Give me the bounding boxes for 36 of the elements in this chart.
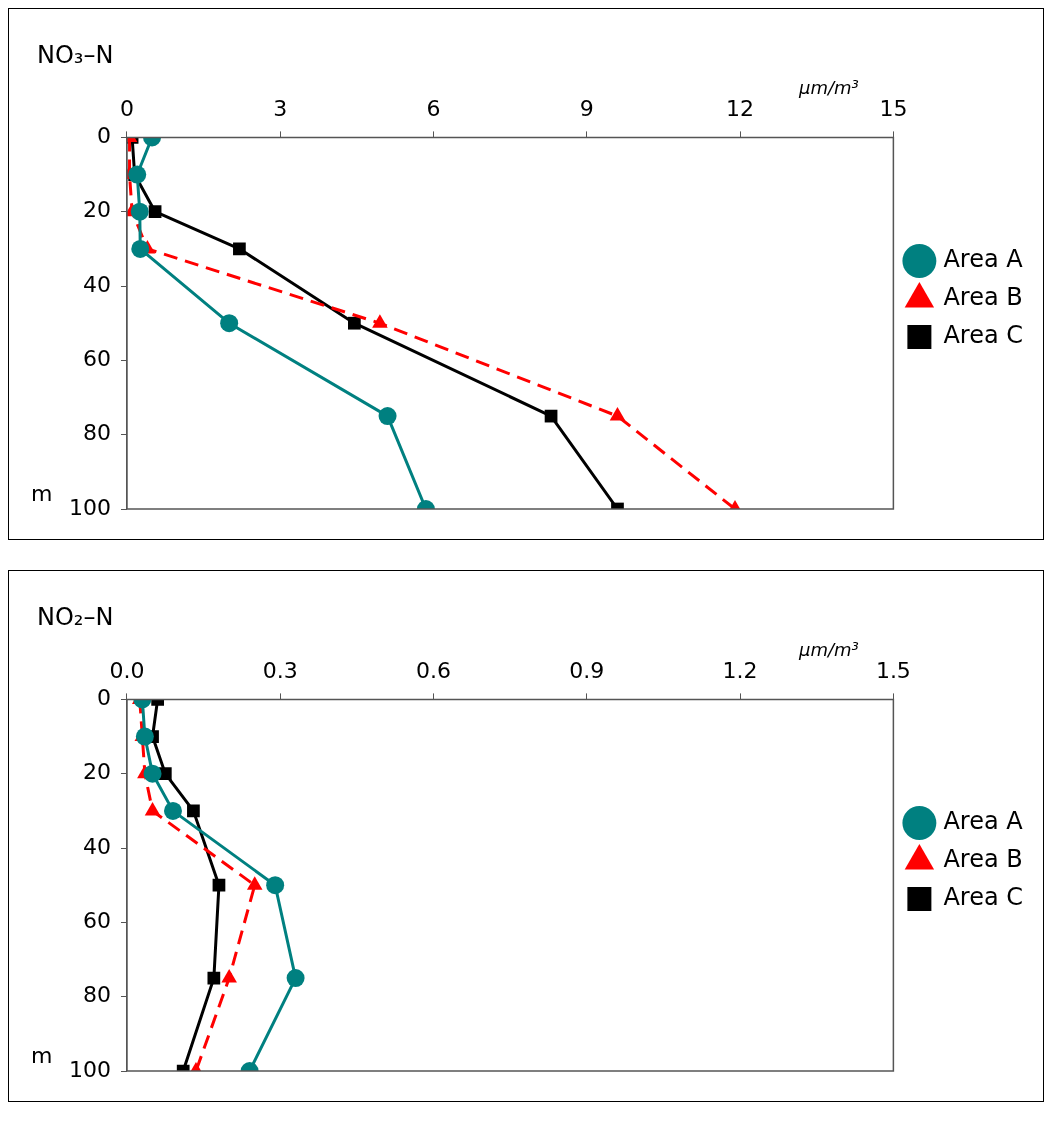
x-tick-label: 0.9 [569,657,605,683]
x-tick-label: 0.3 [262,657,298,683]
x-axis-title: μm/m³ [799,639,859,660]
legend-label: Area B [943,283,1023,312]
y-tick-label: 40 [82,271,111,297]
legend-label: Area C [943,321,1024,350]
legend-label: Area A [943,245,1024,274]
x-tick-label: 0.0 [109,657,145,683]
y-tick-label: 80 [82,420,111,446]
x-tick-label: 1.2 [722,657,758,683]
x-tick-label: 1.5 [875,657,911,683]
x-tick-label: 9 [579,95,594,121]
y-axis-title: m [31,1043,53,1068]
y-tick-label: 60 [82,908,111,934]
y-tick-label: 100 [68,494,111,520]
x-tick-label: 0.6 [416,657,452,683]
y-tick-label: 20 [82,759,111,785]
legend-label: Area C [943,883,1024,912]
x-tick-label: 3 [273,95,288,121]
y-tick-label: 0 [96,123,111,149]
y-tick-label: 20 [82,197,111,223]
y-tick-label: 60 [82,346,111,372]
y-tick-label: 80 [82,982,111,1008]
x-axis-title: μm/m³ [799,77,859,98]
x-tick-label: 0 [119,95,134,121]
x-tick-label: 12 [726,95,755,121]
x-tick-label: 15 [879,95,908,121]
legend-label: Area A [943,807,1024,836]
x-tick-label: 6 [426,95,441,121]
y-tick-label: 100 [68,1056,111,1082]
chart-title: NO₂–N [37,603,114,631]
y-tick-label: 40 [82,833,111,859]
legend-label: Area B [943,845,1023,874]
y-tick-label: 0 [96,685,111,711]
chart-title: NO₃–N [37,41,114,69]
y-axis-title: m [31,481,53,506]
